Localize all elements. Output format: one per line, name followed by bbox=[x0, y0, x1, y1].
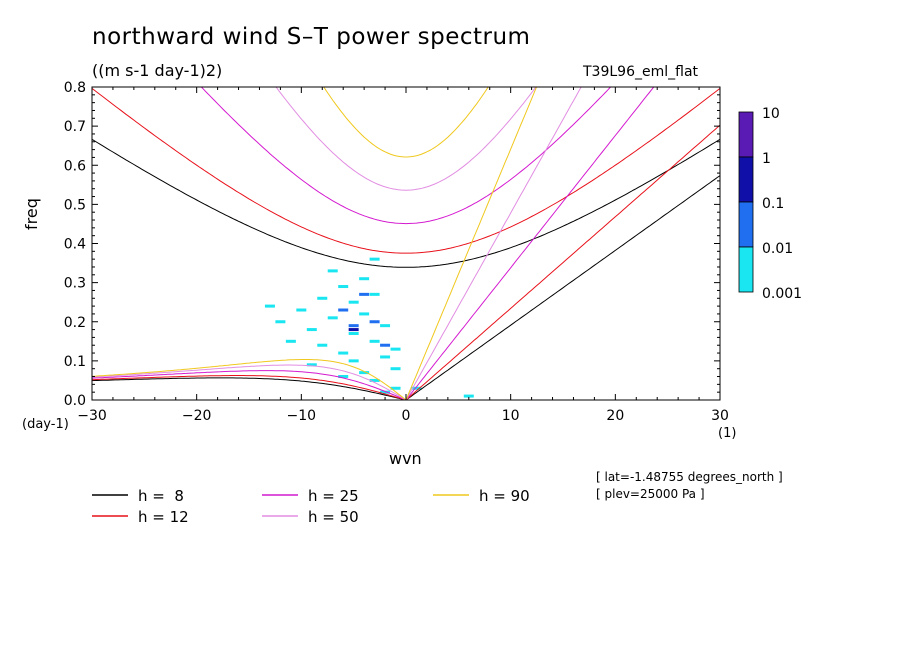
inertia-gravity-curve bbox=[200, 87, 612, 225]
heatmap-cell bbox=[380, 355, 391, 359]
y-axis-unit: (day-1) bbox=[22, 417, 69, 432]
info-latitude: [ lat=-1.48755 degrees_north ] bbox=[596, 470, 783, 484]
heatmap-cell bbox=[369, 378, 380, 382]
chart-subtitle-units: ((m s-1 day-1)2) bbox=[92, 61, 223, 80]
heatmap-cell bbox=[359, 371, 370, 375]
heatmap-cell bbox=[264, 304, 275, 308]
heatmap-cell bbox=[348, 331, 359, 335]
heatmap-cell bbox=[390, 386, 401, 390]
heatmap-cell bbox=[369, 257, 380, 261]
heatmap-cell bbox=[369, 292, 380, 296]
info-pressure-level: [ plev=25000 Pa ] bbox=[596, 487, 705, 501]
x-tick-label: 20 bbox=[606, 408, 624, 424]
colorbar-segment bbox=[738, 246, 754, 293]
chart-title: northward wind S–T power spectrum bbox=[92, 24, 531, 50]
heatmap-cell bbox=[463, 394, 474, 398]
heatmap-cell bbox=[275, 320, 286, 324]
x-axis-unit: (1) bbox=[718, 426, 737, 441]
colorbar-label: 10 bbox=[762, 106, 780, 122]
inertia-gravity-curve bbox=[92, 88, 720, 254]
heatmap-cell bbox=[359, 277, 370, 281]
colorbar-segment bbox=[738, 201, 754, 248]
x-tick-label: −20 bbox=[182, 408, 212, 424]
heatmap-cell bbox=[348, 300, 359, 304]
heatmap-cell bbox=[369, 339, 380, 343]
inertia-gravity-curve bbox=[275, 87, 537, 191]
colorbar: 10 1 0.1 0.01 0.001 bbox=[738, 106, 802, 302]
rossby-curve bbox=[92, 359, 407, 400]
x-tick-label: 10 bbox=[502, 408, 520, 424]
x-tick-label: −10 bbox=[287, 408, 317, 424]
heatmap-cell bbox=[327, 316, 338, 320]
kelvin-curve bbox=[405, 175, 720, 400]
colorbar-label: 1 bbox=[762, 151, 771, 167]
heatmap-cell bbox=[359, 292, 370, 296]
heatmap-layer bbox=[264, 257, 474, 398]
legend-label: h = 12 bbox=[138, 508, 189, 526]
x-tick-label: −30 bbox=[77, 408, 107, 424]
heatmap-cell bbox=[390, 367, 401, 371]
heatmap-cell bbox=[369, 320, 380, 324]
heatmap-cell bbox=[327, 269, 338, 273]
run-name: T39L96_eml_flat bbox=[583, 64, 699, 80]
y-tick-label: 0.6 bbox=[64, 158, 86, 174]
rossby-curve bbox=[92, 370, 407, 400]
kelvin-curve bbox=[405, 124, 720, 400]
y-tick-label: 0.2 bbox=[64, 315, 86, 331]
x-axis-label: wvn bbox=[389, 449, 422, 468]
heatmap-cell bbox=[338, 375, 349, 379]
heatmap-cell bbox=[411, 386, 422, 390]
heatmap-cell bbox=[348, 359, 359, 363]
legend: h = 8 h = 12 h = 25 h = 50 h = 90 bbox=[92, 487, 530, 526]
x-tick-label: 0 bbox=[402, 408, 411, 424]
dispersion-curves bbox=[92, 87, 720, 400]
heatmap-cell bbox=[380, 343, 391, 347]
axes: −30 −20 −10 0 10 20 30 0.0 0.1 0.2 0.3 0.4 0.5 0.6 0.7… bbox=[64, 80, 729, 424]
legend-label: h = 90 bbox=[479, 487, 530, 505]
colorbar-label: 0.01 bbox=[762, 241, 793, 257]
rossby-curve bbox=[92, 377, 407, 400]
inertia-gravity-curve bbox=[92, 138, 720, 268]
colorbar-segment bbox=[738, 156, 754, 203]
heatmap-cell bbox=[317, 296, 328, 300]
colorbar-segment bbox=[738, 111, 754, 158]
colorbar-label: 0.1 bbox=[762, 196, 784, 212]
heatmap-cell bbox=[306, 328, 317, 332]
heatmap-cell bbox=[338, 308, 349, 312]
heatmap-cell bbox=[306, 363, 317, 367]
heatmap-cell bbox=[348, 324, 359, 328]
y-tick-label: 0.3 bbox=[64, 276, 86, 292]
legend-label: h = 25 bbox=[308, 487, 359, 505]
y-tick-label: 0.1 bbox=[64, 354, 86, 370]
heatmap-cell bbox=[338, 285, 349, 289]
legend-label: h = 50 bbox=[308, 508, 359, 526]
legend-label: h = 8 bbox=[138, 487, 184, 505]
colorbar-label: 0.001 bbox=[762, 286, 802, 302]
heatmap-cell bbox=[296, 308, 307, 312]
x-tick-label: 30 bbox=[711, 408, 729, 424]
y-tick-label: 0.7 bbox=[64, 119, 86, 135]
heatmap-cell bbox=[285, 339, 296, 343]
rossby-curve bbox=[92, 375, 407, 400]
rossby-curve bbox=[92, 364, 407, 400]
heatmap-cell bbox=[338, 351, 349, 355]
heatmap-cell bbox=[317, 343, 328, 347]
y-tick-label: 0.5 bbox=[64, 197, 86, 213]
kelvin-curve bbox=[405, 87, 582, 400]
heatmap-cell bbox=[380, 324, 391, 328]
y-tick-label: 0.4 bbox=[64, 237, 86, 253]
inertia-gravity-curve bbox=[323, 87, 489, 158]
kelvin-curve bbox=[405, 87, 655, 400]
y-tick-label: 0.8 bbox=[64, 80, 86, 96]
kelvin-curve bbox=[405, 87, 538, 400]
heatmap-cell bbox=[380, 390, 391, 394]
heatmap-cell bbox=[348, 328, 359, 332]
heatmap-cell bbox=[359, 312, 370, 316]
heatmap-cell bbox=[390, 347, 401, 351]
y-tick-label: 0.0 bbox=[64, 393, 86, 409]
